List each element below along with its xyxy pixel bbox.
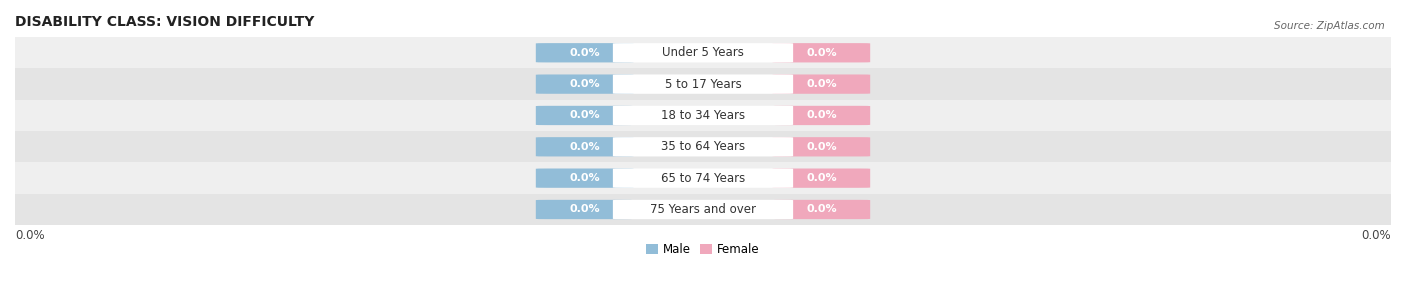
Text: 75 Years and over: 75 Years and over: [650, 203, 756, 216]
FancyBboxPatch shape: [613, 106, 793, 125]
FancyBboxPatch shape: [536, 200, 634, 219]
FancyBboxPatch shape: [772, 106, 870, 125]
Bar: [15, 131, 1391, 162]
FancyBboxPatch shape: [536, 43, 634, 62]
FancyBboxPatch shape: [536, 168, 634, 188]
Text: 0.0%: 0.0%: [806, 205, 837, 215]
Text: 0.0%: 0.0%: [806, 79, 837, 89]
Text: 0.0%: 0.0%: [15, 229, 45, 242]
Text: 0.0%: 0.0%: [569, 142, 600, 152]
Text: 35 to 64 Years: 35 to 64 Years: [661, 140, 745, 153]
FancyBboxPatch shape: [613, 74, 793, 94]
Legend: Male, Female: Male, Female: [641, 238, 765, 261]
Text: 0.0%: 0.0%: [806, 142, 837, 152]
FancyBboxPatch shape: [613, 137, 793, 157]
Text: Source: ZipAtlas.com: Source: ZipAtlas.com: [1274, 21, 1385, 31]
FancyBboxPatch shape: [613, 200, 793, 219]
FancyBboxPatch shape: [772, 43, 870, 62]
Bar: [15, 162, 1391, 194]
Text: 0.0%: 0.0%: [806, 110, 837, 120]
Text: 0.0%: 0.0%: [1361, 229, 1391, 242]
Text: 0.0%: 0.0%: [569, 173, 600, 183]
FancyBboxPatch shape: [772, 137, 870, 157]
FancyBboxPatch shape: [772, 200, 870, 219]
Text: 0.0%: 0.0%: [806, 48, 837, 58]
Text: 0.0%: 0.0%: [569, 48, 600, 58]
Text: 5 to 17 Years: 5 to 17 Years: [665, 78, 741, 91]
Bar: [15, 194, 1391, 225]
Text: DISABILITY CLASS: VISION DIFFICULTY: DISABILITY CLASS: VISION DIFFICULTY: [15, 15, 315, 29]
Text: 0.0%: 0.0%: [569, 79, 600, 89]
Text: 0.0%: 0.0%: [569, 205, 600, 215]
Text: 0.0%: 0.0%: [806, 173, 837, 183]
FancyBboxPatch shape: [772, 168, 870, 188]
Text: 65 to 74 Years: 65 to 74 Years: [661, 172, 745, 185]
Text: Under 5 Years: Under 5 Years: [662, 46, 744, 59]
FancyBboxPatch shape: [613, 43, 793, 62]
FancyBboxPatch shape: [536, 74, 634, 94]
Bar: [15, 68, 1391, 100]
FancyBboxPatch shape: [613, 168, 793, 188]
Text: 0.0%: 0.0%: [569, 110, 600, 120]
FancyBboxPatch shape: [772, 74, 870, 94]
FancyBboxPatch shape: [536, 106, 634, 125]
FancyBboxPatch shape: [536, 137, 634, 157]
Text: 18 to 34 Years: 18 to 34 Years: [661, 109, 745, 122]
Bar: [15, 100, 1391, 131]
Bar: [15, 37, 1391, 68]
